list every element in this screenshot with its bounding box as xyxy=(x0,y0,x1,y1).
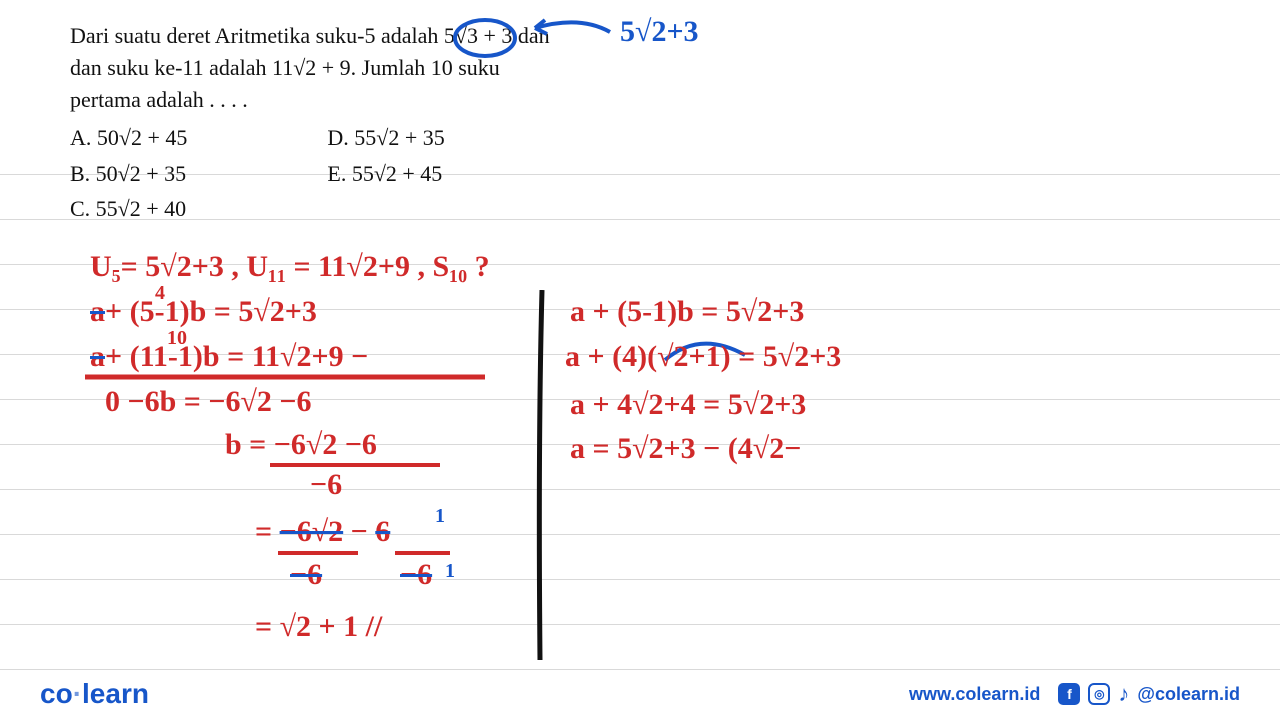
work-row5-left: b = −6√2 −6 xyxy=(225,428,377,462)
row8-exp: 1 xyxy=(445,560,455,583)
row2-rest: + (5-1)b = 5√2+3 xyxy=(105,295,317,328)
row7-s1: −6√2 xyxy=(280,515,344,548)
option-a: A. 50√2 + 45 xyxy=(70,122,187,154)
row7-s2: 6 xyxy=(375,515,390,548)
brand-co: co xyxy=(40,678,73,709)
work-row4-right: a + 4√2+4 = 5√2+3 xyxy=(570,388,806,422)
brand-dot: · xyxy=(73,678,82,709)
option-b: B. 50√2 + 35 xyxy=(70,158,187,190)
row7-mid: − xyxy=(343,515,375,548)
problem-line-1: Dari suatu deret Aritmetika suku-5 adala… xyxy=(70,20,690,52)
row3r-mid: √2+1 xyxy=(657,340,721,373)
work-row6-left: −6 xyxy=(310,468,342,502)
problem-text: Dari suatu deret Aritmetika suku-5 adala… xyxy=(70,20,690,225)
problem-line-1b: + 3 dan xyxy=(478,23,550,48)
options-col-right: D. 55√2 + 35 E. 55√2 + 45 xyxy=(327,122,444,226)
work-row8b: −6 xyxy=(400,558,432,592)
work-row2-left: a+ (5-1)b = 5√2+3 xyxy=(90,295,317,329)
row8-s1: −6 xyxy=(290,558,322,591)
row7-eq: = xyxy=(255,515,280,548)
blue-correction: 5√2+3 xyxy=(620,15,699,49)
strike-a-2: a xyxy=(90,340,105,373)
work-row7-left: = −6√2 − 6 xyxy=(255,515,390,549)
problem-line-2: dan suku ke-11 adalah 11√2 + 9. Jumlah 1… xyxy=(70,52,690,84)
sup-10: 10 xyxy=(167,327,187,350)
footer-handle[interactable]: @colearn.id xyxy=(1137,684,1240,705)
problem-sqrt3: √3 xyxy=(455,23,478,48)
options-block: A. 50√2 + 45 B. 50√2 + 35 C. 55√2 + 40 D… xyxy=(70,122,690,226)
row7-exp1: 1 xyxy=(435,505,445,528)
row3r-b: ) = 5√2+3 xyxy=(721,340,842,373)
work-row5-right: a = 5√2+3 − (4√2− xyxy=(570,432,801,466)
work-row3-right: a + (4)(√2+1) = 5√2+3 xyxy=(565,340,841,374)
tiktok-icon[interactable]: ♪ xyxy=(1118,681,1129,707)
footer-url[interactable]: www.colearn.id xyxy=(909,684,1040,705)
facebook-icon[interactable]: f xyxy=(1058,683,1080,705)
brand-logo: co·learn xyxy=(40,678,149,710)
footer-right: www.colearn.id f ◎ ♪ @colearn.id xyxy=(909,681,1240,707)
option-d: D. 55√2 + 35 xyxy=(327,122,444,154)
social-icons: f ◎ ♪ @colearn.id xyxy=(1058,681,1240,707)
row3-rest: + (11-1)b = 11√2+9 − xyxy=(105,340,368,373)
work-row4-left: 0 −6b = −6√2 −6 xyxy=(105,385,312,419)
problem-line-3: pertama adalah . . . . xyxy=(70,84,690,116)
work-row8a: −6 xyxy=(290,558,322,592)
strike-a-1: a xyxy=(90,295,105,328)
problem-line-1a: Dari suatu deret Aritmetika suku-5 adala… xyxy=(70,23,455,48)
work-row2-right: a + (5-1)b = 5√2+3 xyxy=(570,295,804,329)
option-e: E. 55√2 + 45 xyxy=(327,158,444,190)
work-row3-left: a+ (11-1)b = 11√2+9 − xyxy=(90,340,368,374)
work-row9-left: = √2 + 1 // xyxy=(255,610,382,644)
brand-learn: learn xyxy=(82,678,149,709)
option-c: C. 55√2 + 40 xyxy=(70,193,187,225)
row8-s2: −6 xyxy=(400,558,432,591)
row3r-a: a + (4)( xyxy=(565,340,657,373)
instagram-icon[interactable]: ◎ xyxy=(1088,683,1110,705)
options-col-left: A. 50√2 + 45 B. 50√2 + 35 C. 55√2 + 40 xyxy=(70,122,187,226)
work-row1: U₅= 5√2+3 , U₁₁ = 11√2+9 , S₁₀ ? xyxy=(90,250,490,284)
sup-4: 4 xyxy=(155,282,165,305)
footer: co·learn www.colearn.id f ◎ ♪ @colearn.i… xyxy=(0,678,1280,710)
